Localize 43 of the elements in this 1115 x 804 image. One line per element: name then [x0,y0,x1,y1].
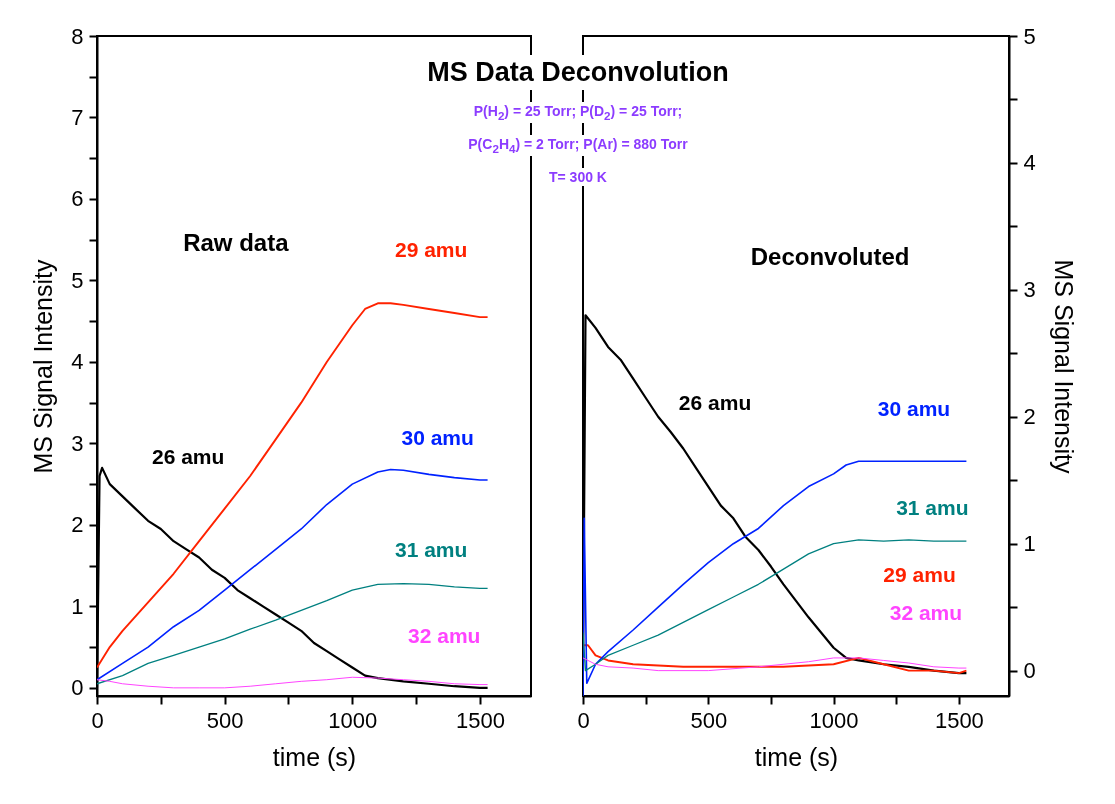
y-tick-label: 5 [1023,23,1036,49]
x-tick-label: 1000 [328,707,378,733]
y-tick-label: 6 [71,186,84,212]
y-tick-label: 4 [71,349,84,375]
y-tick-label: 3 [71,430,84,456]
x-tick-label: 0 [91,707,104,733]
x-tick-label: 1500 [934,707,984,733]
series-label: 32 amu [889,601,963,625]
series-label: 30 amu [877,396,951,420]
annotation: P(C$_{2}$H$_{4}$) = 2 Torr; P(Ar) = 880 Torr [465,134,691,156]
x-tick-label: 1500 [455,707,505,733]
x-tick-label: 1000 [809,707,859,733]
text: MS Data Deconvolution [423,55,733,90]
x-tick-label: 0 [577,707,590,733]
text: 29 amu [394,237,468,261]
annotation: Deconvoluted [750,242,910,270]
y-axis-title: MS Signal Intensity [29,259,58,474]
series-label: 31 amu [896,496,969,520]
series-label: 32 amu [408,623,481,647]
x-tick-label: 500 [690,707,728,733]
series-label: 30 amu [401,425,474,449]
series-label: 31 amu [394,537,468,561]
y-tick-label: 8 [71,23,84,49]
x-axis-title: time (s) [754,742,839,771]
y-tick-label: 0 [71,675,84,701]
text: 29 amu [883,562,956,586]
y-tick-label: 5 [71,267,84,293]
annotation: T= 300 K [546,167,610,186]
annotation: Raw data [183,228,290,256]
y-axis-title: MS Signal Intensity [1049,259,1078,474]
y-tick-label: 0 [1023,658,1036,684]
annotation: P(H$_{2}$) = 25 Torr; P(D$_{2}$) = 25 Torr; [470,102,686,123]
y-tick-label: 1 [71,593,84,619]
y-tick-label: 7 [71,104,84,130]
y-tick-label: 4 [1023,150,1036,176]
y-tick-label: 3 [1023,277,1036,303]
y-tick-label: 2 [1023,404,1036,430]
series-label: 26 amu [678,390,752,414]
y-tick-label: 1 [1023,531,1036,557]
x-axis-title: time (s) [272,742,357,771]
y-tick-label: 2 [71,512,84,538]
series-label: 26 amu [151,445,225,469]
x-tick-label: 500 [206,707,244,733]
